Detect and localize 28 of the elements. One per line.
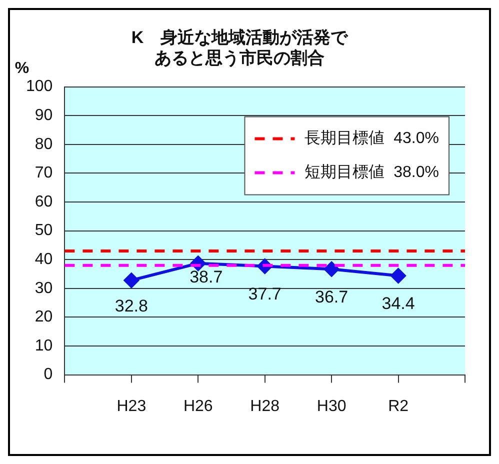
- legend-label: 長期目標値 43.0%: [304, 129, 440, 148]
- y-tick-label: 70: [34, 164, 53, 182]
- y-tick-label: 90: [34, 107, 53, 124]
- x-tick-label: H23: [116, 398, 146, 415]
- legend-label: 短期目標値 38.0%: [304, 163, 440, 182]
- point: [390, 268, 406, 284]
- y-tick-label: 50: [34, 222, 53, 240]
- y-tick-label: 60: [34, 193, 53, 210]
- y-tick-label: 100: [26, 78, 53, 96]
- x-tick-label: H30: [316, 398, 346, 415]
- data-label: 38.7: [190, 268, 223, 287]
- y-tick-label: 20: [34, 308, 53, 326]
- y-axis-title: %: [14, 60, 30, 78]
- y-tick-label: 40: [34, 251, 53, 268]
- chart-title: K 身近な地域活動が活発であると思う市民の割合: [131, 28, 349, 68]
- y-tick-label: 30: [34, 280, 53, 297]
- y-tick-label: 0: [44, 366, 53, 384]
- x-tick-label: H28: [250, 398, 280, 415]
- data-label: 37.7: [248, 284, 282, 304]
- x-tick-label: H26: [183, 398, 213, 415]
- y-tick-label: 10: [34, 337, 53, 354]
- point: [124, 272, 139, 288]
- data-label: 34.4: [382, 294, 415, 313]
- data-label: 36.7: [315, 287, 348, 306]
- point: [324, 262, 340, 277]
- data-label: 32.8: [114, 296, 148, 316]
- x-tick-label: R2: [388, 398, 409, 415]
- y-tick-label: 80: [34, 136, 53, 153]
